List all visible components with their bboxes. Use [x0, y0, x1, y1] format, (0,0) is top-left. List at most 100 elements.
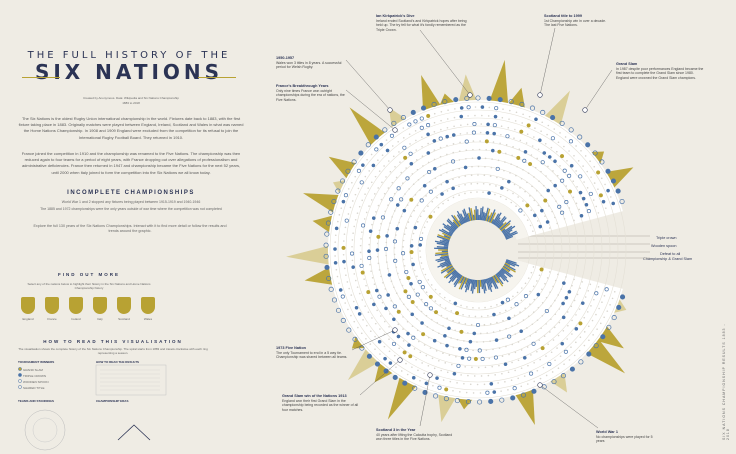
result-dot [342, 259, 346, 264]
nation-crest-england[interactable] [21, 297, 35, 314]
result-dot [368, 229, 373, 234]
result-dot [353, 273, 356, 275]
result-dot [527, 383, 529, 385]
result-dot [536, 280, 538, 282]
outer-marker [331, 297, 338, 303]
result-dot [338, 288, 343, 292]
inner-histogram-bar [490, 276, 497, 290]
result-dot [480, 123, 483, 125]
inner-histogram-bar [440, 254, 449, 257]
result-dot [542, 184, 545, 187]
result-dot [454, 329, 456, 332]
outer-marker [323, 242, 329, 248]
inner-histogram-bar [495, 273, 504, 285]
result-dot [520, 349, 523, 351]
nation-crest-france[interactable] [45, 297, 59, 314]
inner-histogram-bar [456, 273, 461, 279]
result-dot [568, 359, 571, 361]
result-dot [373, 283, 376, 286]
result-dot [407, 343, 411, 347]
winner-spike [387, 373, 419, 420]
result-dot [401, 284, 404, 287]
result-dot [442, 352, 444, 355]
result-dot [489, 323, 492, 325]
inner-histogram-bar [491, 219, 495, 224]
result-dot [371, 163, 376, 168]
outer-marker [340, 317, 346, 323]
legend-shared-title: SHARED TITLE [23, 386, 45, 390]
result-dot [487, 115, 490, 117]
inner-histogram-bar [496, 215, 506, 228]
inner-histogram-bar [434, 252, 449, 256]
inner-histogram-bar [501, 228, 506, 233]
result-dot [459, 329, 464, 334]
result-dot [379, 142, 384, 147]
result-dot [413, 209, 415, 212]
result-dot [596, 328, 598, 330]
result-dot [463, 340, 465, 342]
nation-crest-italy[interactable] [93, 297, 107, 314]
result-dot [515, 205, 517, 208]
result-dot [446, 371, 449, 374]
result-dot [405, 176, 410, 181]
result-dot [357, 326, 359, 329]
result-dot [426, 221, 429, 223]
nation-crest-scotland[interactable] [117, 297, 131, 314]
result-dot [516, 155, 521, 160]
inner-histogram-bar [504, 230, 517, 238]
result-dot [523, 338, 526, 340]
inner-histogram-bar [442, 232, 452, 238]
result-dot [402, 208, 407, 213]
legend-label-triple-crown: Triple crown [656, 236, 677, 240]
result-dot [345, 274, 347, 277]
result-dot [374, 322, 377, 325]
result-dot [538, 180, 540, 182]
result-dot [388, 313, 391, 315]
winner-spike [488, 59, 509, 108]
result-dot [492, 348, 494, 351]
result-dot [492, 131, 497, 136]
result-dot [507, 371, 510, 374]
result-dot [450, 310, 453, 312]
result-dot [390, 280, 393, 282]
inner-histogram-bar [447, 267, 455, 274]
result-dot [487, 191, 491, 195]
result-dot [380, 315, 382, 317]
result-dot [428, 306, 433, 311]
nation-crest-ireland[interactable] [69, 297, 83, 314]
result-dot [422, 174, 425, 177]
result-dot [423, 210, 425, 212]
result-dot [515, 111, 518, 114]
result-dot [476, 182, 479, 185]
title-rule-left [22, 77, 60, 78]
result-dot [404, 269, 409, 275]
result-dot [524, 190, 526, 193]
result-dot [367, 255, 372, 260]
result-dot [575, 202, 578, 205]
result-dot [406, 320, 409, 323]
result-dot [449, 380, 452, 383]
annotation-leader [345, 89, 396, 131]
outer-marker [605, 168, 611, 174]
result-dot [525, 142, 528, 144]
season-ring [409, 181, 547, 319]
inner-histogram-bar [437, 261, 451, 268]
nation-crest-wales[interactable] [141, 297, 155, 314]
result-dot [393, 286, 395, 289]
inner-histogram-bar [441, 262, 452, 268]
result-dot [465, 391, 468, 394]
result-dot [359, 180, 364, 185]
result-dot [419, 351, 422, 354]
inner-histogram-bar [451, 272, 460, 282]
result-dot [356, 286, 359, 288]
result-dot [532, 285, 535, 288]
result-dot [456, 382, 458, 384]
result-dot [469, 383, 472, 386]
result-dot [347, 213, 350, 215]
result-dot [378, 269, 381, 271]
result-dot [445, 179, 449, 184]
inner-histogram-bar [500, 222, 511, 232]
result-dot [419, 250, 421, 252]
annotation-marker [392, 127, 398, 133]
